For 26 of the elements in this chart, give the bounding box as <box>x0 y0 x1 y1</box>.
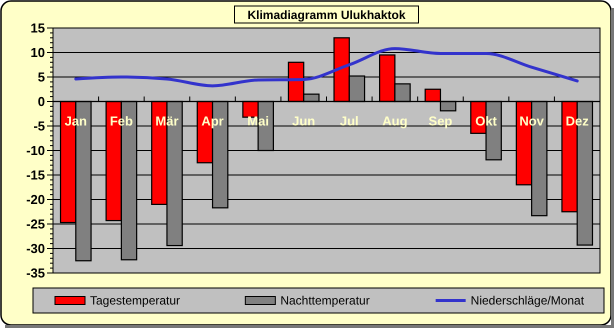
y-tick-label: -35 <box>26 266 45 281</box>
x-tick-label: Aug <box>382 114 408 128</box>
y-tick-label: 5 <box>38 70 45 85</box>
legend-label: Niederschläge/Monat <box>470 294 585 308</box>
chart-title: Klimadiagramm Ulukhaktok <box>247 8 406 22</box>
x-tick-label: Okt <box>475 114 498 128</box>
y-tick-label: -25 <box>26 216 45 232</box>
y-tick-label: -20 <box>26 192 45 208</box>
y-tick-label: 10 <box>30 45 45 60</box>
legend-label: Nachttemperatur <box>280 294 370 308</box>
x-tick-label: Jan <box>64 114 88 128</box>
y-tick-label: -15 <box>26 168 45 183</box>
y-tick-label: 0 <box>38 94 45 110</box>
x-tick-label: Jun <box>292 114 316 128</box>
x-tick-label: Jul <box>340 114 359 128</box>
x-tick-label: Mär <box>155 114 179 128</box>
x-tick-label: Apr <box>201 114 224 128</box>
y-tick-label: -5 <box>33 118 45 134</box>
x-tick-label: Sep <box>428 114 452 128</box>
y-tick-label: -30 <box>26 241 45 256</box>
x-tick-label: Feb <box>110 114 133 128</box>
x-tick-label: Nov <box>519 114 545 128</box>
legend-label: Tagestemperatur <box>90 294 180 308</box>
y-tick-label: -10 <box>26 143 45 158</box>
line-series <box>74 47 579 88</box>
y-tick-label: 15 <box>30 20 45 36</box>
